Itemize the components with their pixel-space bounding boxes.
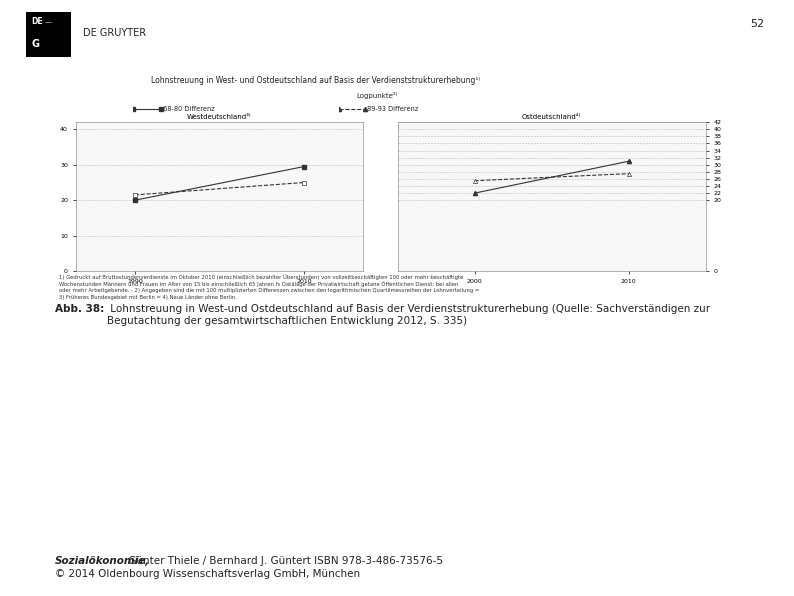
Text: 89-93 Differenz: 89-93 Differenz [368, 106, 418, 112]
Text: Logpunkte²⁾: Logpunkte²⁾ [357, 92, 398, 100]
Text: Lohnstreuung in West- und Ostdeutschland auf Basis der Verdienststrukturerhebung: Lohnstreuung in West- und Ostdeutschland… [151, 76, 480, 85]
Text: DE GRUYTER: DE GRUYTER [83, 28, 147, 38]
Text: Abb. 38:: Abb. 38: [55, 304, 104, 314]
Text: Lohnstreuung in West-und Ostdeutschland auf Basis der Verdienststrukturerhebung : Lohnstreuung in West-und Ostdeutschland … [106, 304, 710, 325]
FancyBboxPatch shape [26, 12, 71, 57]
Text: © 2014 Oldenbourg Wissenschaftsverlag GmbH, München: © 2014 Oldenbourg Wissenschaftsverlag Gm… [55, 569, 360, 579]
Text: —: — [45, 18, 52, 25]
Text: Günter Thiele / Bernhard J. Güntert ISBN 978-3-486-73576-5: Günter Thiele / Bernhard J. Güntert ISBN… [125, 556, 443, 566]
Title: Ostdeutschland⁴⁾: Ostdeutschland⁴⁾ [522, 114, 581, 120]
Text: 1) Gedruckt auf Bruttostundenverdienste im Oktober 2010 (einschließlich bezahlte: 1) Gedruckt auf Bruttostundenverdienste … [59, 274, 480, 300]
Text: G: G [32, 39, 40, 49]
Text: Sozialökonomie,: Sozialökonomie, [55, 556, 150, 566]
Text: DE: DE [32, 17, 43, 26]
Text: 68-80 Differenz: 68-80 Differenz [164, 106, 215, 112]
Text: 52: 52 [750, 19, 764, 29]
Title: Westdeutschland³⁾: Westdeutschland³⁾ [187, 114, 252, 120]
